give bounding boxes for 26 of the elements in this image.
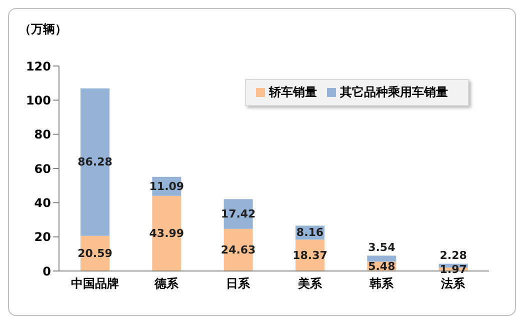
data-label: 18.37: [292, 248, 328, 262]
y-tick-label: 100: [26, 93, 51, 108]
x-tick-label: 法系: [440, 276, 466, 291]
y-tick-label: 80: [34, 128, 51, 142]
y-tick-label: 60: [34, 162, 51, 176]
legend-label: 轿车销量: [269, 85, 317, 99]
data-label: 3.54: [368, 241, 396, 254]
data-label: 24.63: [220, 243, 256, 256]
data-label: 8.16: [296, 226, 324, 240]
data-label: 43.99: [149, 226, 184, 240]
data-label: 20.59: [78, 246, 112, 260]
x-tick-label: 韩系: [368, 276, 394, 291]
y-tick-label: 20: [34, 230, 51, 244]
bar: [367, 256, 396, 262]
x-tick-label: 中国品牌: [70, 276, 119, 291]
x-tick-label: 美系: [296, 276, 323, 291]
y-tick-label: 120: [26, 59, 51, 74]
data-label: 1.97: [440, 262, 467, 276]
y-tick-label: 0: [42, 264, 51, 278]
y-tick-label: 40: [34, 196, 51, 210]
x-tick-label: 日系: [226, 276, 252, 291]
x-tick-label: 德系: [154, 276, 180, 291]
data-label: 2.28: [440, 249, 467, 262]
data-label: 5.48: [368, 260, 396, 273]
legend-label: 其它品种乘用车销量: [340, 85, 448, 99]
y-axis-title: （万辆）: [19, 21, 67, 38]
